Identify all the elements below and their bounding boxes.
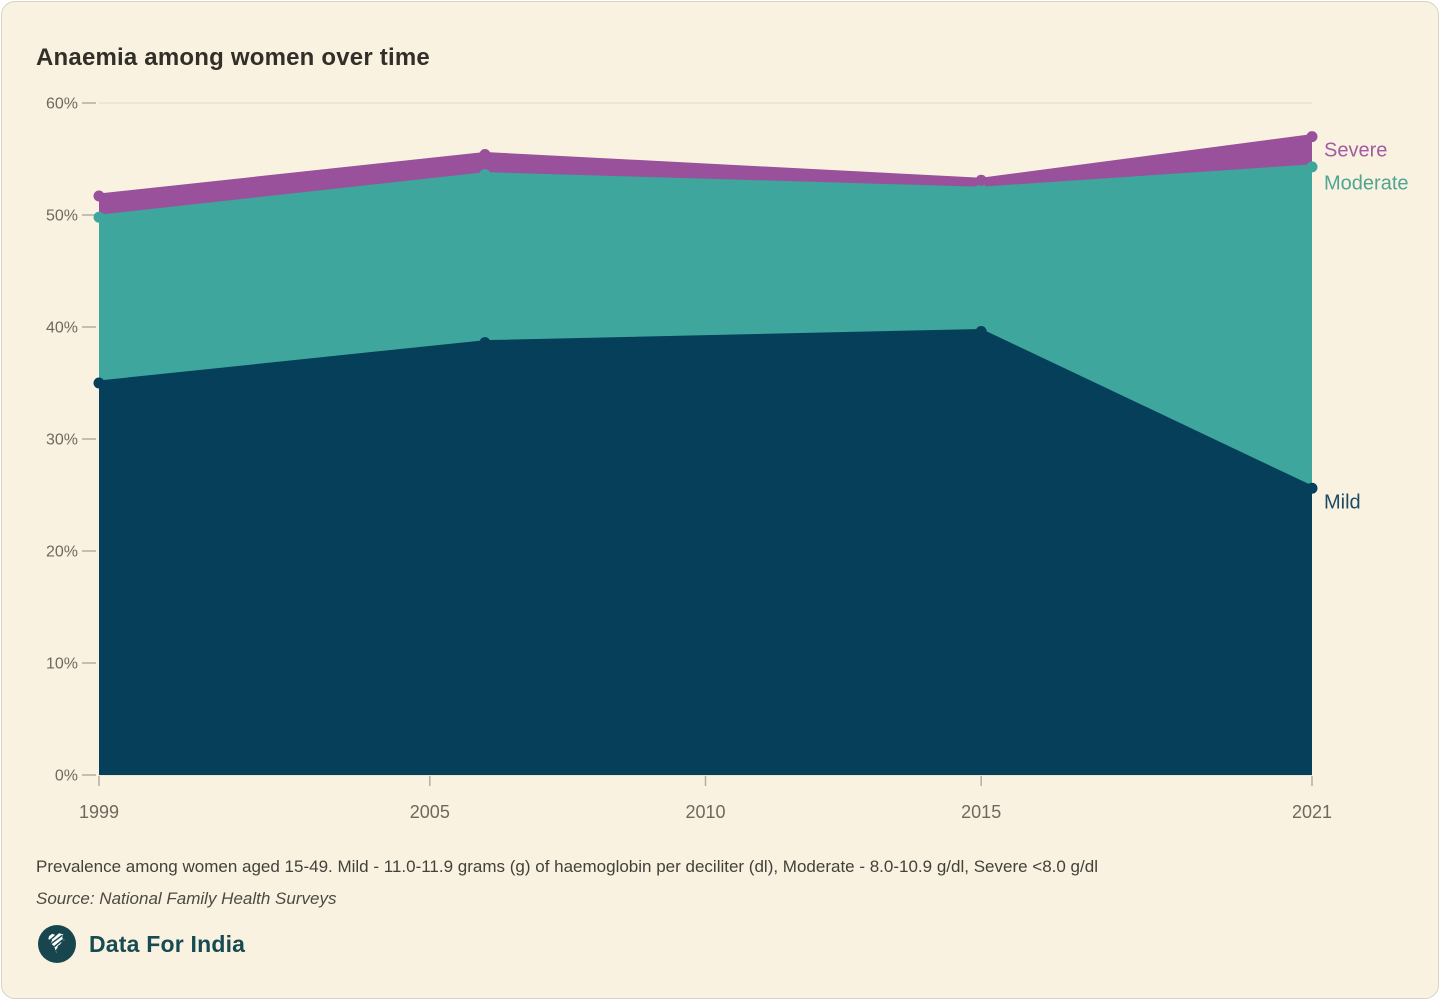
data-point-moderate-2006[interactable]	[479, 169, 491, 181]
data-point-mild-2021[interactable]	[1306, 482, 1318, 494]
data-for-india-logo-icon	[38, 925, 76, 963]
y-tick-label: 50%	[46, 208, 78, 225]
series-line-mild	[96, 328, 1315, 491]
series-label-moderate: Moderate	[1324, 173, 1409, 195]
y-tick-label: 30%	[46, 432, 78, 449]
x-tick-label: 2005	[410, 802, 450, 822]
x-tick-label: 2015	[961, 802, 1001, 822]
data-point-mild-2006[interactable]	[479, 337, 491, 349]
data-point-moderate-1999[interactable]	[93, 211, 105, 223]
y-tick-label: 60%	[46, 96, 78, 113]
y-tick-label: 10%	[46, 656, 78, 673]
x-tick-label: 2021	[1292, 802, 1332, 822]
data-point-mild-1999[interactable]	[93, 377, 105, 389]
data-point-severe-2006[interactable]	[479, 149, 491, 161]
data-point-severe-2015[interactable]	[975, 174, 987, 186]
chart-title: Anaemia among women over time	[36, 44, 430, 71]
chart-source-note: Source: National Family Health Surveys	[36, 889, 337, 908]
data-point-severe-1999[interactable]	[93, 190, 105, 202]
data-point-moderate-2015[interactable]	[975, 183, 987, 195]
chart-footnote: Prevalence among women aged 15-49. Mild …	[36, 857, 1098, 876]
area-band-mild	[99, 331, 1312, 775]
y-tick-label: 0%	[55, 768, 78, 785]
brand-name: Data For India	[89, 930, 246, 957]
data-point-severe-2021[interactable]	[1306, 131, 1318, 143]
data-point-mild-2015[interactable]	[975, 325, 987, 337]
brand-logo: Data For India	[38, 925, 245, 963]
y-tick-label: 20%	[46, 544, 78, 561]
series-line-moderate	[96, 164, 1315, 220]
series-line-severe	[96, 134, 1315, 199]
data-point-moderate-2021[interactable]	[1306, 161, 1318, 173]
y-tick-label: 40%	[46, 320, 78, 337]
series-label-severe: Severe	[1324, 140, 1387, 162]
x-tick-label: 1999	[79, 802, 119, 822]
series-label-mild: Mild	[1324, 491, 1361, 513]
x-tick-label: 2010	[685, 802, 725, 822]
